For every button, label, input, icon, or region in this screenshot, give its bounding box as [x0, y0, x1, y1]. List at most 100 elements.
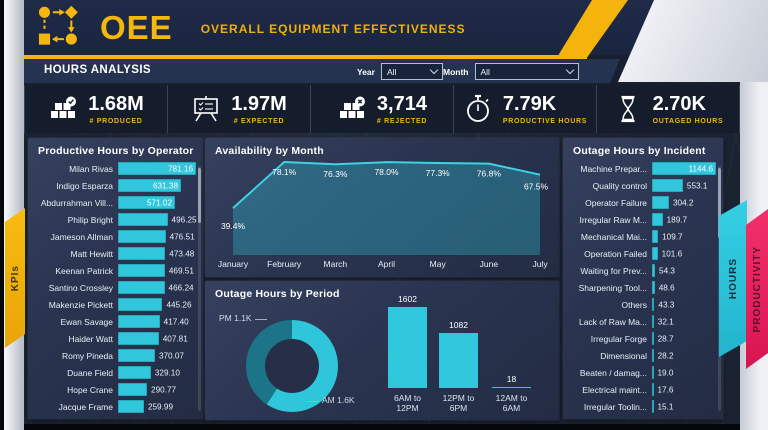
bar-row: Duane Field 329.10 [36, 366, 195, 379]
charts-area: Productive Hours by Operator Milan Rivas… [24, 133, 740, 424]
leader-line [307, 401, 319, 402]
x-axis-label: 12AM to 6AM [495, 393, 528, 413]
bar[interactable] [652, 349, 654, 362]
x-axis-label: May [430, 259, 447, 269]
bar-row: Santino Crossley 466.24 [36, 281, 195, 294]
bar-track: 370.07 [118, 349, 195, 362]
bar[interactable] [652, 298, 655, 311]
kpi-label: # PRODUCED [89, 117, 143, 125]
bar-row: Dimensional 28.2 [571, 349, 715, 362]
hourglass-icon [621, 95, 635, 123]
bar[interactable] [118, 213, 168, 226]
bar-row: Milan Rivas 781.16 [36, 162, 196, 175]
chevron-down-icon [429, 65, 439, 75]
bar[interactable] [118, 400, 144, 413]
bar-value: 189.7 [666, 215, 688, 224]
bar[interactable] [118, 332, 159, 345]
bar[interactable] [652, 264, 656, 277]
bar[interactable] [118, 298, 163, 311]
bar-track: 553.1 [652, 179, 715, 192]
bar[interactable] [118, 281, 165, 294]
bar-value: 496.25 [171, 215, 197, 224]
x-axis-label: 6AM to 12PM [394, 393, 421, 413]
boxes-check-icon [51, 96, 77, 118]
tab-kpis[interactable]: KPIs [5, 208, 25, 348]
tab-hours-label: HOURS [727, 257, 739, 300]
bar-value: 1602 [398, 294, 417, 304]
month-dropdown[interactable]: All [474, 63, 579, 80]
month-filter: Month All [443, 63, 579, 80]
bar-row-label: Dimensional [600, 350, 647, 361]
bar[interactable] [652, 383, 654, 396]
bar-value: 445.26 [166, 300, 192, 309]
bar[interactable] [652, 213, 663, 226]
bar[interactable] [118, 247, 166, 260]
availability-area-chart[interactable]: 39.4% January 78.1% February 76.3% March 78.0%… [205, 154, 559, 275]
bar[interactable] [118, 349, 155, 362]
x-axis-label: June [480, 259, 499, 269]
bar-row: Others 43.3 [571, 298, 715, 311]
bar[interactable]: 781.16 [118, 162, 196, 175]
bar-row: Jacque Frame 259.99 [36, 400, 195, 413]
bar-track: 290.77 [118, 383, 195, 396]
bar-row-label: Abdurrahman Vill... [40, 197, 113, 208]
bar[interactable] [652, 230, 659, 243]
bar[interactable] [118, 366, 151, 379]
bar[interactable] [652, 247, 658, 260]
bar[interactable] [388, 307, 427, 388]
year-filter-label: Year [357, 66, 375, 77]
boxes-x-icon [339, 96, 365, 118]
bar-row: Matt Hewitt 473.48 [36, 247, 195, 260]
bar[interactable]: 571.02 [118, 196, 176, 209]
bar-row-label: Beaten / damag... [579, 367, 647, 378]
bar-row: Irregular Toolin... 15.1 [571, 400, 715, 413]
month-dropdown-value: All [480, 66, 490, 77]
kpi-strip: 1.68M # PRODUCED 1.97M # EXPECTED [24, 85, 740, 133]
bar-track: 417.40 [118, 315, 195, 328]
bar[interactable] [652, 281, 655, 294]
bar[interactable] [118, 230, 166, 243]
tab-hours[interactable]: HOURS [719, 200, 747, 357]
leader-line [255, 319, 267, 320]
panel-title: Availability by Month [215, 145, 324, 157]
bar-row-label: Ewan Savage [60, 316, 113, 327]
bar[interactable] [118, 383, 148, 396]
page-title: HOURS ANALYSIS [44, 64, 151, 76]
report-title: OVERALL EQUIPMENT EFFECTIVENESS [200, 21, 466, 36]
tab-productivity[interactable]: PRODUCTIVITY [746, 209, 768, 369]
bar-row-label: Sharpening Tool... [578, 282, 647, 293]
bar-value: 469.51 [168, 266, 194, 275]
x-axis-label: January [218, 259, 249, 269]
year-dropdown[interactable]: All [380, 63, 443, 80]
bar-track: 28.2 [652, 349, 715, 362]
bar[interactable] [652, 332, 654, 345]
bar[interactable] [652, 196, 669, 209]
bar[interactable] [118, 315, 160, 328]
period-donut-chart[interactable] [246, 320, 338, 412]
bar[interactable] [439, 333, 478, 388]
bar-value: 54.3 [659, 266, 675, 275]
kpi-value: 1.97M [231, 92, 287, 115]
bar[interactable] [652, 366, 654, 379]
bar-value: 28.7 [657, 334, 674, 343]
tab-kpis-label: KPIs [9, 264, 21, 292]
bar[interactable] [118, 264, 165, 277]
bar[interactable] [652, 179, 683, 192]
bar[interactable] [652, 400, 654, 413]
bar-value: 101.6 [661, 249, 683, 258]
scrollbar-thumb[interactable] [718, 168, 721, 238]
scrollbar-thumb[interactable] [198, 168, 201, 223]
data-label: 39.4% [221, 221, 246, 231]
bar[interactable]: 631.38 [118, 179, 182, 192]
x-axis-label: 12PM to 6PM [442, 393, 475, 413]
bar[interactable]: 1144.6 [652, 162, 716, 175]
bar[interactable] [492, 386, 531, 388]
bar-row-label: Irregular Toolin... [583, 401, 647, 412]
bar-row: Waiting for Prev... 54.3 [571, 264, 715, 277]
bar[interactable] [652, 315, 654, 328]
scrollbar[interactable] [198, 166, 201, 411]
bar-value: 473.48 [169, 249, 195, 258]
bar-value: 15.1 [657, 402, 674, 411]
kpi-label: PRODUCTIVE HOURS [502, 117, 588, 125]
bar-track: 304.2 [652, 196, 715, 209]
